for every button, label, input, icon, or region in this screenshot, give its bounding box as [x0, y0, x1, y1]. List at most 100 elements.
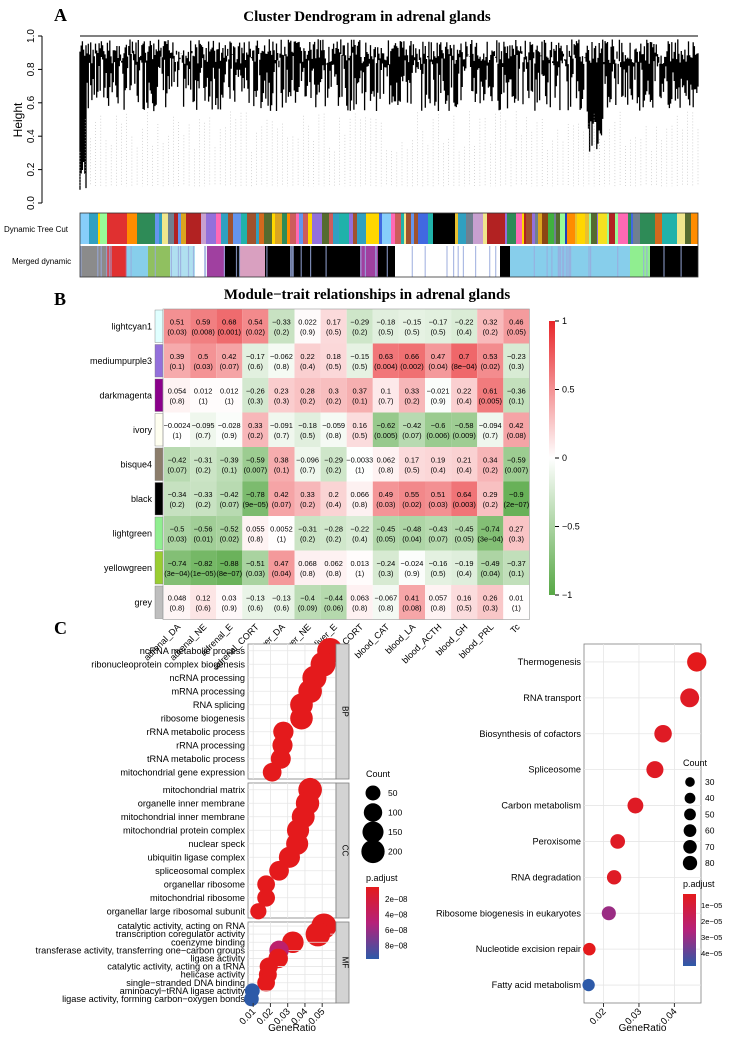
cell-correlation: 0.5	[198, 352, 208, 361]
dynamic-color-segment	[548, 213, 554, 244]
cell-pvalue: (0.7)	[300, 465, 315, 474]
cell-correlation: −0.29	[350, 317, 369, 326]
cell-correlation: 0.3	[329, 386, 339, 395]
go-dot	[244, 991, 259, 1007]
colorbar-tick-label: −1	[562, 590, 572, 600]
heatmap-cell	[477, 309, 504, 344]
cell-correlation: 0.16	[353, 421, 367, 430]
cell-pvalue: (0.2)	[300, 396, 315, 405]
cell-correlation: −0.0024	[164, 421, 191, 430]
cell-correlation: −0.33	[272, 317, 291, 326]
cell-correlation: −0.18	[298, 421, 317, 430]
cell-pvalue: (0.2)	[352, 327, 367, 336]
cell-correlation: −0.6	[431, 421, 446, 430]
cell-correlation: −0.45	[455, 524, 474, 533]
heatmap-cell	[503, 378, 530, 413]
dynamic-color-segment	[344, 213, 349, 244]
heatmap-cell	[190, 343, 217, 378]
kegg-padj-tick-label: 3e−05	[701, 933, 722, 942]
module-label: yellowgreen	[104, 563, 152, 573]
cell-correlation: −0.9	[509, 490, 524, 499]
cell-correlation: −0.52	[220, 524, 239, 533]
heatmap-cell	[425, 550, 452, 585]
y-tick-label: 0.6	[26, 95, 37, 109]
heatmap-cell	[268, 309, 295, 344]
cell-pvalue: (0.07)	[272, 500, 291, 509]
panel-a-letter: A	[54, 5, 67, 25]
dynamic-color-segment	[567, 213, 575, 244]
go-term-label: aminoacyl−tRNA ligase activity	[120, 986, 246, 996]
cell-correlation: 0.18	[326, 352, 340, 361]
heatmap-cell	[268, 585, 295, 620]
dynamic-color-segment	[418, 213, 428, 244]
go-term-label: coenzyme binding	[171, 937, 245, 947]
heatmap-cell	[242, 481, 269, 516]
dynamic-color-segment	[104, 213, 109, 244]
go-strip	[335, 921, 350, 1004]
cell-pvalue: (0.8)	[430, 603, 445, 612]
dynamic-color-segment	[535, 213, 538, 244]
cell-correlation: 0.33	[248, 421, 262, 430]
cell-correlation: 0.64	[457, 490, 471, 499]
y-tick-label: 0.8	[26, 62, 37, 76]
cell-pvalue: (0.03)	[246, 569, 265, 578]
dynamic-color-segment	[186, 213, 191, 244]
heatmap-cell	[372, 343, 399, 378]
cell-correlation: −0.28	[324, 524, 343, 533]
cell-correlation: −0.29	[324, 455, 343, 464]
kegg-count-legend-dot	[684, 792, 696, 804]
heatmap-colorbar: 1 0.5 0 −0.5 −1	[549, 316, 580, 600]
go-count-legend-dot	[362, 821, 384, 843]
cell-correlation: 0.32	[483, 317, 497, 326]
cell-correlation: −0.59	[246, 455, 265, 464]
cell-pvalue: (0.9)	[300, 327, 315, 336]
kegg-count-legend-label: 70	[705, 842, 715, 852]
heatmap-cell	[216, 378, 243, 413]
cell-correlation: −0.39	[220, 455, 239, 464]
cell-pvalue: (0.9)	[430, 396, 445, 405]
kegg-dot	[680, 688, 700, 708]
cell-correlation: −0.23	[507, 352, 526, 361]
cell-correlation: −0.74	[168, 559, 187, 568]
dynamic-color-segment	[312, 213, 322, 244]
cell-correlation: 0.59	[196, 317, 210, 326]
dynamic-color-segment	[147, 213, 155, 244]
go-term-label: organellar large ribosomal subunit	[107, 906, 246, 916]
heatmap-cell	[164, 585, 191, 620]
kegg-count-legend-label: 40	[705, 793, 715, 803]
panel-a-title: Cluster Dendrogram in adrenal glands	[243, 9, 491, 25]
cell-pvalue: (0.09)	[298, 603, 317, 612]
cell-pvalue: (0.2)	[274, 327, 289, 336]
dynamic-color-segment	[191, 213, 201, 244]
cell-pvalue: (0.05)	[507, 327, 526, 336]
heatmap-cell	[346, 343, 373, 378]
dynamic-color-segment	[256, 213, 259, 244]
cell-correlation: 0.062	[377, 455, 396, 464]
heatmap-cell	[477, 412, 504, 447]
cell-pvalue: (0.9)	[222, 603, 237, 612]
kegg-dot	[654, 724, 672, 743]
cell-pvalue: (0.5)	[430, 327, 445, 336]
dynamic-color-segment	[373, 213, 379, 244]
kegg-x-label: GeneRatio	[619, 1023, 667, 1034]
cell-correlation: 0.17	[405, 455, 419, 464]
dynamic-color-segment	[532, 213, 535, 244]
cell-pvalue: (0.04)	[428, 362, 447, 371]
heatmap-cell	[477, 516, 504, 551]
cell-correlation: 0.022	[298, 317, 317, 326]
go-term-label: nuclear speck	[188, 839, 245, 849]
cell-correlation: 0.16	[457, 593, 471, 602]
dynamic-color-segment	[178, 213, 181, 244]
kegg-padj-legend-title: p.adjust	[683, 879, 715, 889]
heatmap-cell	[503, 447, 530, 482]
heatmap-cell	[503, 585, 530, 620]
cell-correlation: 0.61	[483, 386, 497, 395]
cell-pvalue: (0.4)	[457, 396, 472, 405]
cell-pvalue: (0.008)	[191, 327, 214, 336]
dynamic-color-segment	[631, 213, 633, 244]
heatmap-cell	[320, 343, 347, 378]
cell-pvalue: (0.7)	[483, 431, 498, 440]
go-term-label: ubiquitin ligase complex	[147, 852, 245, 862]
dynamic-color-block	[433, 213, 455, 244]
colorbar-tick-label: 0	[562, 453, 567, 463]
